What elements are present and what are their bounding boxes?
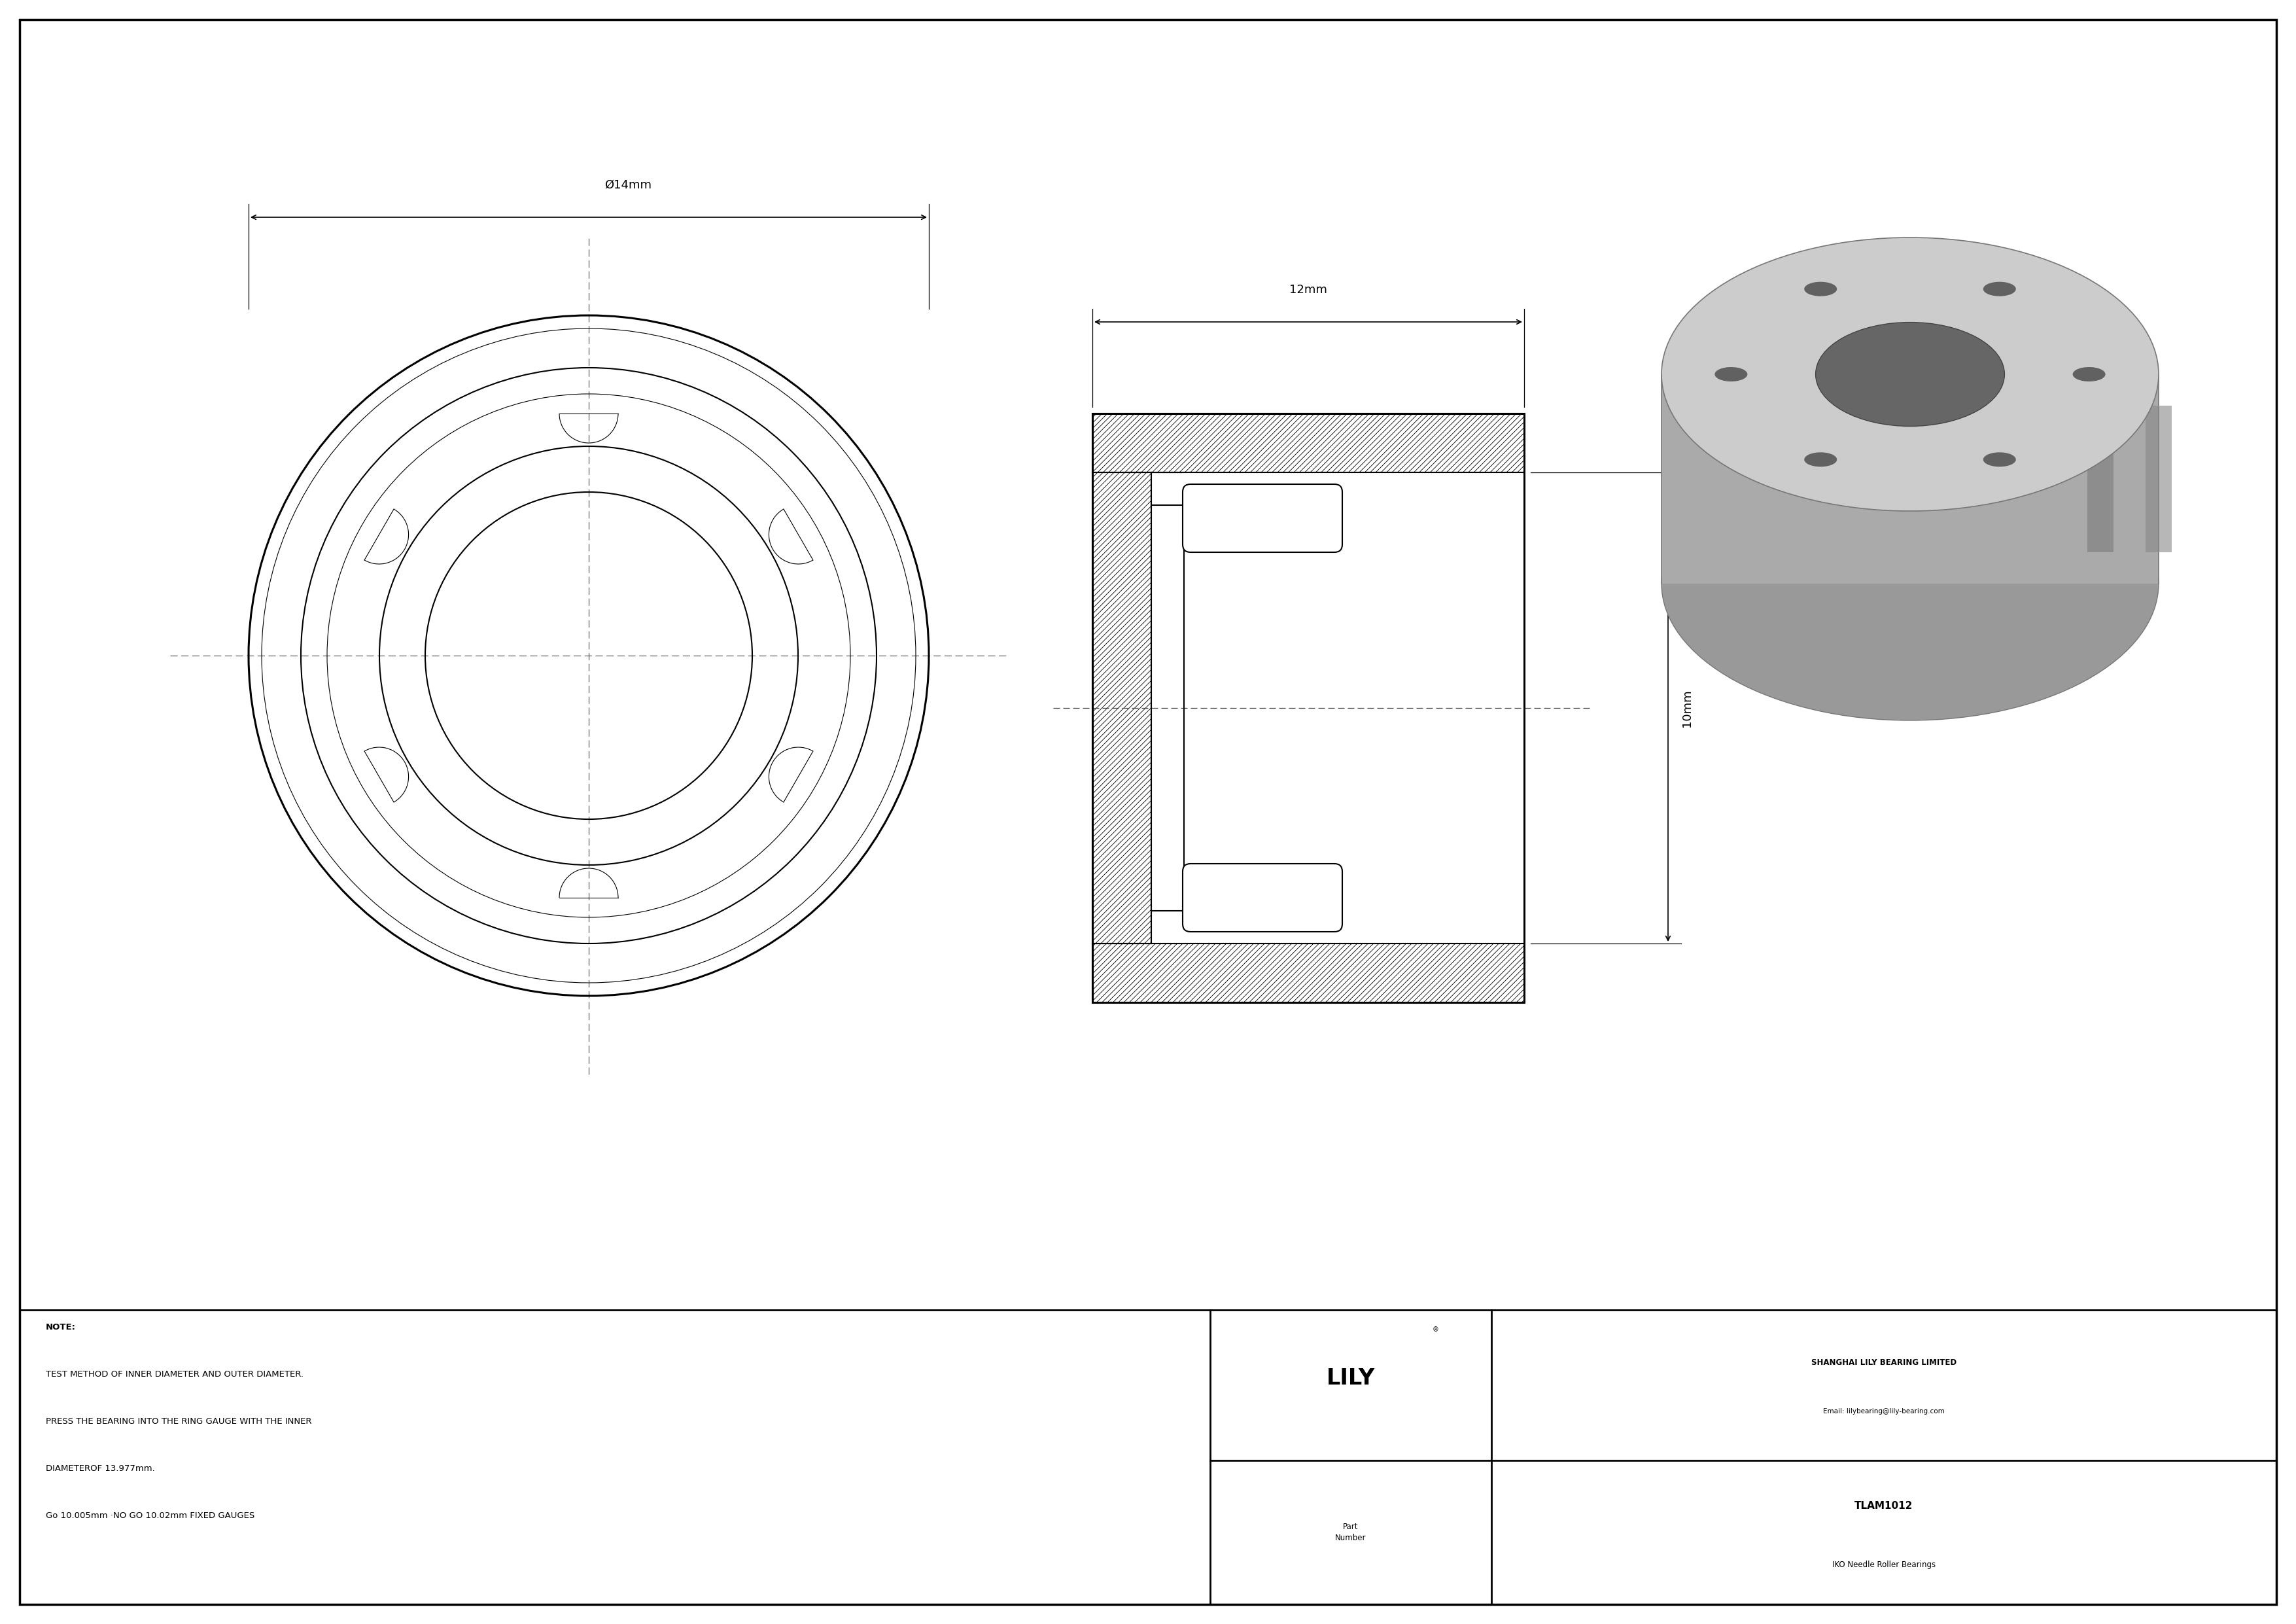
Text: Email: lilybearing@lily-bearing.com: Email: lilybearing@lily-bearing.com [1823,1408,1945,1415]
Text: ®: ® [1433,1327,1440,1333]
Text: Part
Number: Part Number [1336,1523,1366,1543]
Bar [2087,406,2115,552]
Text: NOTE:: NOTE: [46,1324,76,1332]
Bar [1093,944,1525,1002]
Bar [1093,414,1525,473]
Text: SHANGHAI LILY BEARING LIMITED: SHANGHAI LILY BEARING LIMITED [1812,1358,1956,1366]
Ellipse shape [1805,283,1837,296]
Text: Go 10.005mm ·NO GO 10.02mm FIXED GAUGES: Go 10.005mm ·NO GO 10.02mm FIXED GAUGES [46,1512,255,1520]
Text: 12mm: 12mm [1290,284,1327,296]
Ellipse shape [1816,322,2004,425]
Ellipse shape [1984,283,2016,296]
Text: IKO Needle Roller Bearings: IKO Needle Roller Bearings [1832,1561,1936,1569]
Text: TLAM1012: TLAM1012 [1855,1501,1913,1510]
Bar [2144,406,2172,552]
Bar [2087,406,2115,552]
Ellipse shape [2073,367,2105,382]
Bar [1093,414,1525,1002]
Text: PRESS THE BEARING INTO THE RING GAUGE WITH THE INNER: PRESS THE BEARING INTO THE RING GAUGE WI… [46,1418,312,1426]
Ellipse shape [1662,447,2158,721]
Text: LILY: LILY [1327,1367,1375,1390]
Ellipse shape [1984,453,2016,466]
FancyBboxPatch shape [1182,864,1343,932]
Bar [1093,473,1150,944]
Text: Ø14mm: Ø14mm [604,179,652,192]
Ellipse shape [1805,453,1837,466]
FancyBboxPatch shape [1182,484,1343,552]
Text: 10mm: 10mm [1681,689,1692,728]
Ellipse shape [1662,237,2158,512]
Bar [1150,473,1525,944]
Ellipse shape [1715,367,1747,382]
Text: TEST METHOD OF INNER DIAMETER AND OUTER DIAMETER.: TEST METHOD OF INNER DIAMETER AND OUTER … [46,1371,303,1379]
Text: DIAMETEROF 13.977mm.: DIAMETEROF 13.977mm. [46,1465,154,1473]
Bar [1662,374,2158,583]
